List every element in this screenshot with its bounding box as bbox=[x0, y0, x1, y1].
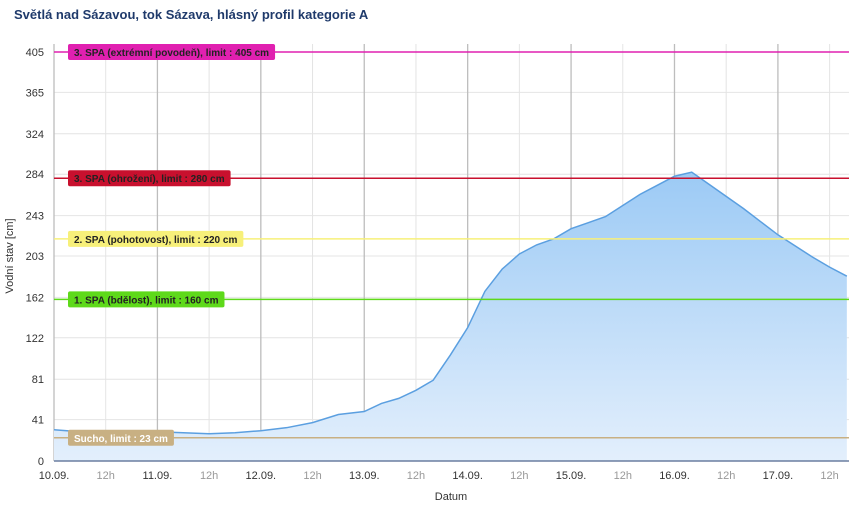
y-tick-label: 162 bbox=[26, 292, 44, 304]
x-tick-label: 12h bbox=[303, 470, 321, 482]
x-tick-label: 12h bbox=[820, 470, 838, 482]
y-tick-label: 41 bbox=[32, 415, 44, 427]
area-fill bbox=[54, 172, 847, 462]
threshold-label: 3. SPA (ohrožení), limit : 280 cm bbox=[74, 174, 225, 185]
y-tick-label: 365 bbox=[26, 87, 44, 99]
x-tick-label: 16.09. bbox=[659, 470, 690, 482]
threshold-badge bbox=[68, 170, 231, 187]
x-tick-label: 12h bbox=[717, 470, 735, 482]
x-tick-label: 14.09. bbox=[452, 470, 483, 482]
x-tick-label: 12h bbox=[407, 470, 425, 482]
x-tick-label: 15.09. bbox=[556, 470, 587, 482]
threshold-badge bbox=[68, 230, 244, 247]
x-tick-label: 12.09. bbox=[246, 470, 277, 482]
y-tick-label: 284 bbox=[26, 169, 44, 181]
threshold-badge bbox=[68, 291, 225, 308]
y-tick-label: 0 bbox=[38, 456, 44, 468]
chart-title: Světlá nad Sázavou, tok Sázava, hlásný p… bbox=[14, 7, 369, 22]
threshold-label: 1. SPA (bdělost), limit : 160 cm bbox=[74, 295, 219, 306]
x-tick-label: 13.09. bbox=[349, 470, 380, 482]
threshold-label: 3. SPA (extrémní povodeň), limit : 405 c… bbox=[74, 48, 269, 59]
x-tick-label: 12h bbox=[510, 470, 528, 482]
x-tick-label: 12h bbox=[97, 470, 115, 482]
series-line bbox=[53, 171, 848, 435]
threshold-badge bbox=[68, 44, 276, 60]
y-tick-label: 405 bbox=[26, 47, 44, 59]
x-tick-label: 10.09. bbox=[39, 470, 70, 482]
x-tick-label: 12h bbox=[614, 470, 632, 482]
y-tick-label: 203 bbox=[26, 251, 44, 263]
y-tick-label: 122 bbox=[26, 333, 44, 345]
x-tick-label: 17.09. bbox=[763, 470, 794, 482]
x-tick-label: 11.09. bbox=[143, 470, 173, 482]
x-axis-title: Datum bbox=[435, 491, 467, 503]
threshold-label: Sucho, limit : 23 cm bbox=[74, 434, 168, 445]
y-tick-label: 243 bbox=[26, 211, 44, 223]
y-tick-label: 81 bbox=[32, 374, 44, 386]
threshold-label: 2. SPA (pohotovost), limit : 220 cm bbox=[74, 235, 237, 246]
y-axis-title: Vodní stav [cm] bbox=[4, 218, 16, 293]
x-tick-label: 12h bbox=[200, 470, 218, 482]
y-tick-label: 324 bbox=[26, 129, 44, 141]
threshold-badge bbox=[68, 429, 174, 446]
